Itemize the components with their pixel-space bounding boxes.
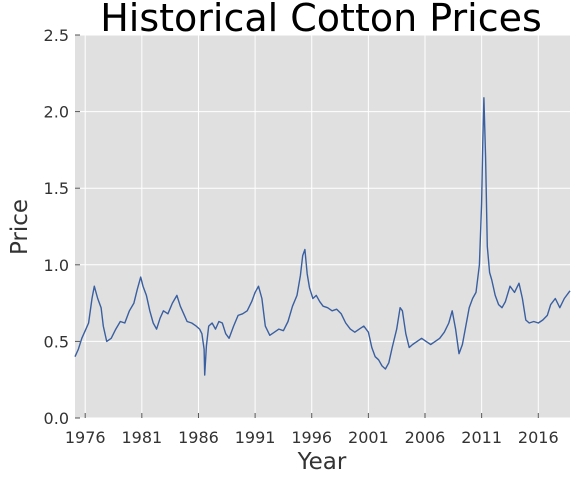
axes: 1976 1981 1986 1991 1996 2001 2006 2011 2016 0.0 0… [44, 26, 559, 447]
series-layer [74, 97, 571, 376]
y-tick-label: 1.0 [44, 256, 69, 275]
y-tick-label: 0.5 [44, 332, 69, 351]
x-tick-label: 1981 [121, 428, 162, 447]
chart-title: Historical Cotton Prices [100, 0, 542, 40]
x-tick-label: 1986 [178, 428, 219, 447]
x-tick-label: 2011 [461, 428, 502, 447]
price-series-line [74, 97, 571, 376]
y-tick-label: 2.5 [44, 26, 69, 45]
y-tick-label: 2.0 [44, 103, 69, 122]
x-tick-label: 1991 [235, 428, 276, 447]
grid [75, 34, 570, 419]
plot-background [75, 35, 570, 418]
x-tick-label: 2001 [348, 428, 389, 447]
x-axis-label: Year [297, 449, 347, 475]
x-tick-label: 2016 [518, 428, 559, 447]
y-tick-label: 1.5 [44, 179, 69, 198]
y-tick-label: 0.0 [44, 409, 69, 428]
x-tick-label: 1976 [65, 428, 106, 447]
x-tick-label: 1996 [291, 428, 332, 447]
y-axis-label: Price [7, 199, 33, 255]
x-tick-label: 2006 [405, 428, 446, 447]
